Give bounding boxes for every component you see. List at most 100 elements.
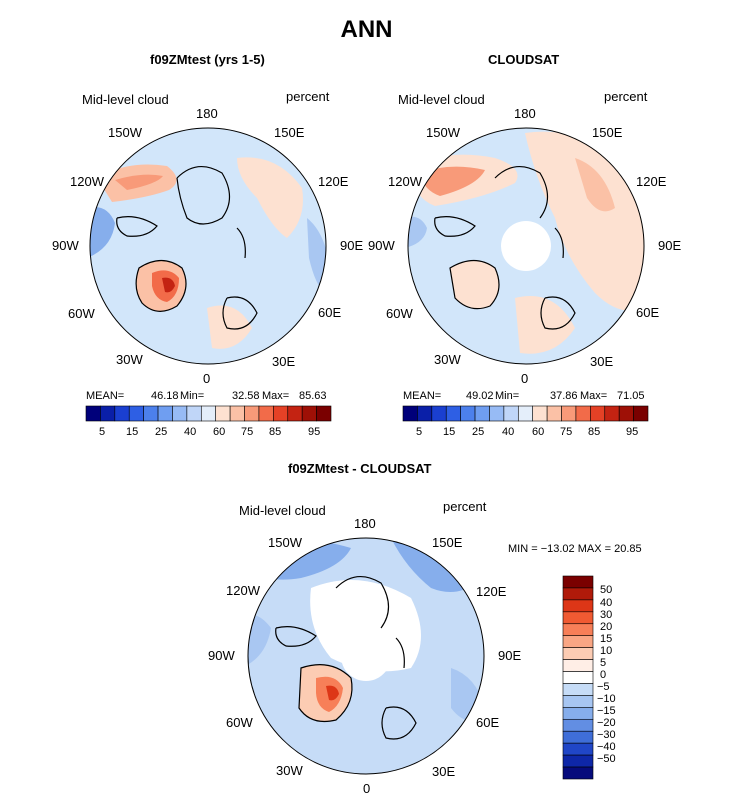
colorbar-tick: 95 [626, 426, 639, 438]
lon-label: 0 [521, 371, 529, 386]
colorbar-tick: 40 [502, 426, 515, 438]
units-label-model: percent [286, 89, 330, 104]
colorbar-tick: −30 [597, 729, 616, 741]
colorbar-swatch [562, 730, 594, 744]
colorbar-swatch [517, 405, 534, 422]
colorbar-swatch [562, 683, 594, 696]
lon-label: 60E [318, 305, 342, 320]
lon-label: 60W [68, 306, 95, 321]
map-boundary [247, 537, 485, 775]
colorbar-swatch [474, 405, 490, 422]
lon-label: 120E [318, 174, 349, 189]
coastline [275, 576, 417, 740]
colorbar-swatch [114, 405, 130, 422]
colorbar-obs [402, 405, 649, 422]
colorbar-tick: 75 [241, 426, 254, 438]
coastline [434, 166, 576, 330]
main-title: ANN [340, 16, 393, 43]
colorbar-swatch [532, 405, 548, 422]
warm-anomaly-region [515, 296, 575, 354]
colorbar-tick: 50 [600, 584, 613, 596]
stat-mean-label: MEAN= [86, 390, 125, 402]
warm-anomaly-region [326, 685, 339, 701]
variable-label-obs: Mid-level cloud [398, 92, 485, 107]
colorbar-tick: 60 [532, 426, 545, 438]
colorbar-swatch [215, 405, 231, 422]
lon-label: 0 [203, 371, 211, 386]
lon-label: 0 [363, 781, 371, 796]
lon-label: 90E [340, 238, 364, 253]
lon-label: 60W [386, 306, 413, 321]
colorbar-swatch [460, 405, 476, 422]
colorbar-tick: 60 [213, 426, 226, 438]
polar-map-obs [407, 127, 645, 365]
lon-label: 30E [432, 764, 456, 779]
warm-anomaly-region [420, 166, 485, 196]
stat-mean-label: MEAN= [403, 390, 442, 402]
colorbar-swatch [618, 405, 634, 422]
lon-label: 90E [658, 238, 682, 253]
colorbar-swatch [562, 587, 594, 601]
lon-label: 60E [476, 715, 500, 730]
colorbar-swatch [562, 695, 594, 708]
stat-max-label: Max= [262, 390, 290, 402]
lon-label: 120W [388, 174, 422, 189]
polar-map-model [89, 127, 327, 365]
colorbar-tick: 30 [600, 609, 613, 621]
polar-map-diff [247, 537, 485, 775]
colorbar-swatch [562, 671, 594, 684]
lon-label: 90E [498, 648, 522, 663]
colorbar-tick: −10 [597, 693, 616, 705]
units-label-diff: percent [443, 499, 487, 514]
coastline [449, 259, 500, 310]
colorbar-swatch [562, 718, 594, 732]
colorbar-swatch [562, 611, 594, 625]
colorbar-swatch [562, 766, 594, 780]
colorbar-swatch [402, 405, 418, 422]
colorbar-swatch [562, 575, 594, 589]
panel-title-obs: CLOUDSAT [488, 52, 560, 67]
colorbar-swatch [590, 405, 606, 422]
colorbar-tick: −50 [597, 753, 616, 765]
stat-max-label: Max= [580, 390, 608, 402]
warm-anomaly-region [525, 131, 644, 311]
stat-min-label: Min= [495, 390, 520, 402]
lon-label: 120W [226, 583, 260, 598]
variable-label-model: Mid-level cloud [82, 92, 169, 107]
map-boundary [407, 127, 645, 365]
colorbar-tick: 75 [560, 426, 573, 438]
colorbar-swatch [128, 405, 144, 422]
variable-label-diff: Mid-level cloud [239, 503, 326, 518]
lon-label: 180 [514, 106, 536, 121]
warm-anomaly-region [115, 174, 163, 190]
colorbar-tick: 85 [269, 426, 282, 438]
colorbar-swatch [85, 405, 101, 422]
colorbar-tick: 85 [588, 426, 601, 438]
panel-title-diff: f09ZMtest - CLOUDSAT [288, 461, 432, 476]
colorbar-tick: 15 [600, 633, 613, 645]
lon-label: 150E [274, 125, 305, 140]
colorbar-swatch [604, 405, 620, 422]
colorbar-swatch [445, 405, 461, 422]
colorbar-swatch [316, 405, 332, 422]
stat-mean-value: 46.18 [151, 390, 179, 402]
colorbar-swatch [287, 405, 303, 422]
colorbar-diff [562, 575, 594, 780]
lon-label: 180 [354, 516, 376, 531]
lon-label: 30E [272, 354, 296, 369]
colorbar-tick: 0 [600, 669, 607, 681]
lon-label: 90W [368, 238, 395, 253]
lon-label: 150E [592, 125, 623, 140]
colorbar-tick: 40 [600, 597, 613, 609]
colorbar-swatch [258, 405, 274, 422]
lon-label: 90W [208, 648, 235, 663]
colorbar-swatch [186, 405, 202, 422]
colorbar-tick: −20 [597, 717, 616, 729]
colorbar-swatch [417, 405, 433, 422]
lon-label: 150W [108, 125, 142, 140]
colorbar-swatch [562, 742, 594, 756]
colorbar-tick: 5 [99, 426, 106, 438]
colorbar-swatch [431, 405, 447, 422]
lon-label: 60W [226, 715, 253, 730]
warm-anomaly-region [575, 158, 615, 212]
